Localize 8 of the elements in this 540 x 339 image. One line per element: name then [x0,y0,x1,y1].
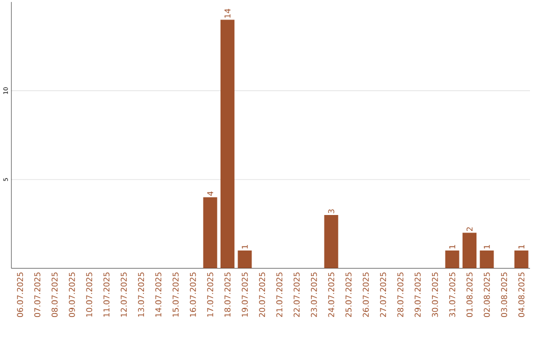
bar [445,250,460,268]
bar [514,250,528,268]
bar [480,250,494,268]
bar [203,197,218,268]
bar [462,232,476,268]
bar [324,214,338,268]
bar [238,250,252,268]
bar [220,20,234,268]
